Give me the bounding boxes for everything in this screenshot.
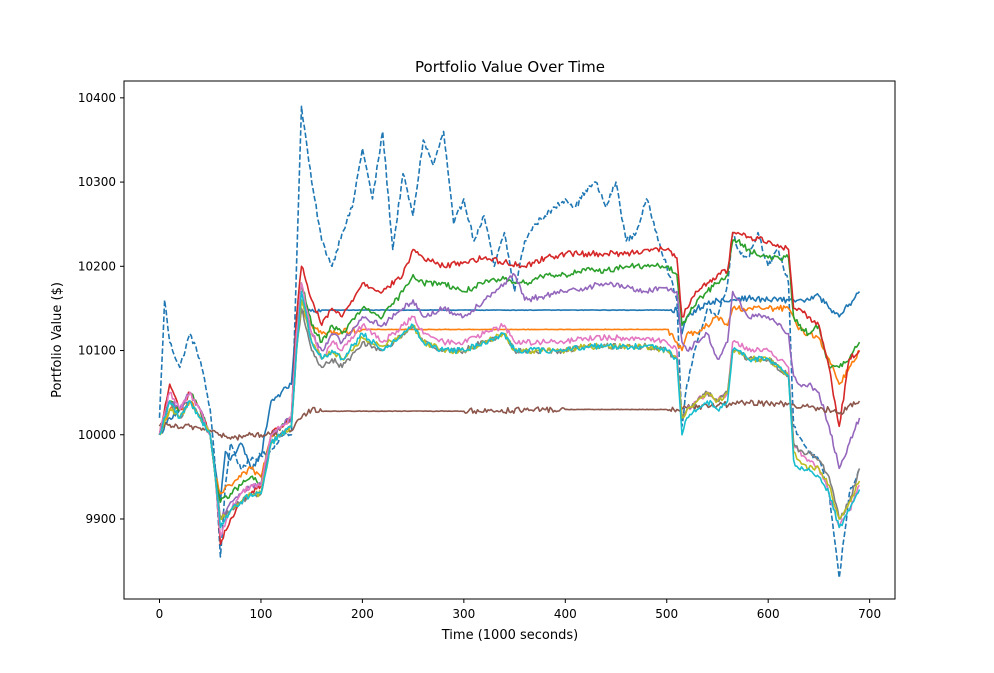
y-axis-ticks: 9900 10000 10100 10200 10300 10400 xyxy=(78,91,124,526)
x-tick-label: 200 xyxy=(351,607,374,621)
x-tick-label: 100 xyxy=(250,607,273,621)
series-line-pink xyxy=(158,282,861,537)
y-axis-label: Portfolio Value ($) xyxy=(50,282,65,398)
y-tick-label: 10300 xyxy=(78,175,116,189)
y-tick-label: 10000 xyxy=(78,428,116,442)
x-tick-label: 600 xyxy=(757,607,780,621)
series-line-blue-solid xyxy=(158,291,861,503)
chart-title: Portfolio Value Over Time xyxy=(415,58,605,76)
y-tick-label: 10200 xyxy=(78,259,116,273)
series-line-cyan xyxy=(158,290,861,529)
series-line-orange xyxy=(158,304,860,495)
y-tick-label: 9900 xyxy=(85,512,116,526)
series-line-brown xyxy=(158,399,861,441)
x-tick-label: 700 xyxy=(858,607,881,621)
x-tick-label: 300 xyxy=(452,607,475,621)
y-tick-label: 10400 xyxy=(78,91,116,105)
series-line-blue-dashed xyxy=(158,105,861,579)
plot-frame xyxy=(123,80,896,600)
x-axis-ticks: 0 100 200 300 400 500 600 700 xyxy=(156,599,881,621)
x-axis-label: Time (1000 seconds) xyxy=(441,628,578,643)
series-layer xyxy=(158,105,861,579)
y-tick-label: 10100 xyxy=(78,344,116,358)
x-tick-label: 400 xyxy=(554,607,577,621)
x-tick-label: 500 xyxy=(655,607,678,621)
x-tick-label: 0 xyxy=(156,607,164,621)
